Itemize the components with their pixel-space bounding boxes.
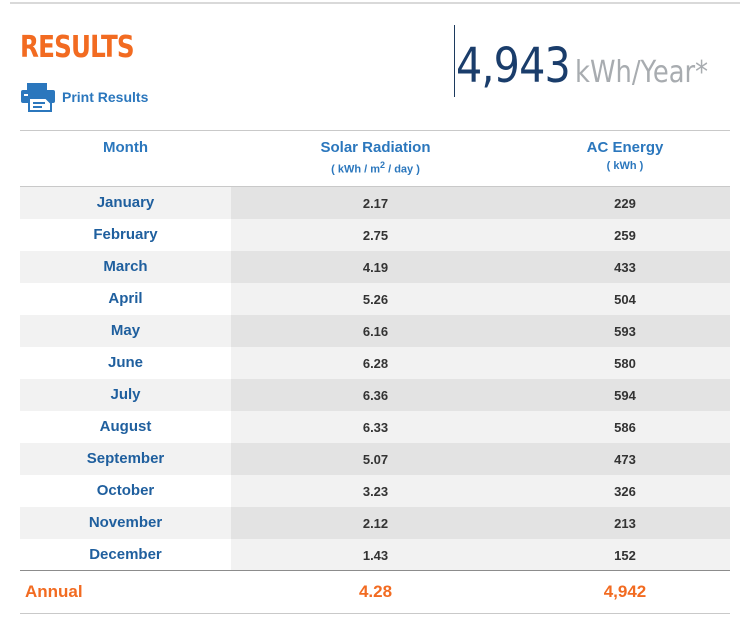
ac-energy-cell: 473 [520,442,730,475]
annual-label: Annual [25,582,83,601]
ac-energy-cell: 213 [520,506,730,539]
printer-icon [21,83,55,112]
solar-radiation-cell: 2.75 [231,218,520,251]
column-header-label: AC Energy [586,139,664,156]
annual-energy-value: 4,943 [456,38,571,94]
unit-part: ( kWh / m [331,163,381,176]
unit-part: / day ) [385,163,420,176]
column-header-unit: ( kWh / m2 / day ) [232,160,519,176]
ac-energy-cell: 593 [520,314,730,347]
solar-radiation-cell: 5.26 [231,282,520,315]
month-cell: January [20,186,231,219]
results-table: Month Solar Radiation ( kWh / m2 / day )… [20,130,730,614]
table-row: April 5.26 504 [20,282,730,315]
month-cell: March [20,250,231,283]
print-results-label: Print Results [62,89,149,105]
ac-energy-cell: 504 [520,282,730,315]
column-header-label: Solar Radiation [320,139,431,156]
table-row: October 3.23 326 [20,474,730,507]
column-header-ac-energy: AC Energy ( kWh ) [520,131,730,187]
ac-energy-cell: 433 [520,250,730,283]
solar-radiation-cell: 5.07 [231,442,520,475]
page-title: RESULTS [20,30,135,65]
month-cell: April [20,282,231,315]
table-row: June 6.28 580 [20,346,730,379]
ac-energy-cell: 259 [520,218,730,251]
month-cell: February [20,218,231,251]
month-cell: May [20,314,231,347]
table-row: August 6.33 586 [20,410,730,443]
solar-radiation-cell: 3.23 [231,474,520,507]
annual-energy-summary: 4,943 kWh/Year* [456,38,708,94]
month-cell: July [20,378,231,411]
month-cell: June [20,346,231,379]
solar-radiation-cell: 6.28 [231,346,520,379]
ac-energy-cell: 580 [520,346,730,379]
table-row: March 4.19 433 [20,250,730,283]
annual-solar-radiation: 4.28 [358,582,393,601]
month-cell: October [20,474,231,507]
column-header-unit: ( kWh ) [606,160,644,172]
solar-radiation-cell: 2.17 [231,186,520,219]
month-cell: September [20,442,231,475]
ac-energy-cell: 152 [520,538,730,571]
solar-radiation-cell: 1.43 [231,538,520,571]
ac-energy-cell: 586 [520,410,730,443]
month-cell: November [20,506,231,539]
solar-radiation-cell: 2.12 [231,506,520,539]
ac-energy-cell: 326 [520,474,730,507]
solar-radiation-cell: 6.36 [231,378,520,411]
table-row: July 6.36 594 [20,378,730,411]
table-row: January 2.17 229 [20,186,730,219]
column-header-month: Month [20,131,231,187]
unit-superscript: 2 [380,160,386,170]
ac-energy-cell: 229 [520,186,730,219]
annual-energy-unit: kWh/Year* [575,55,709,90]
table-row: November 2.12 213 [20,506,730,539]
column-header-label: Month [103,139,148,156]
annual-row: Annual 4.28 4,942 [20,570,730,614]
solar-radiation-cell: 4.19 [231,250,520,283]
solar-radiation-cell: 6.16 [231,314,520,347]
table-row: May 6.16 593 [20,314,730,347]
print-results-link[interactable]: Print Results [20,82,148,112]
table-row: December 1.43 152 [20,538,730,571]
column-header-solar-radiation: Solar Radiation ( kWh / m2 / day ) [231,131,520,187]
table-row: September 5.07 473 [20,442,730,475]
table-row: February 2.75 259 [20,218,730,251]
table-header-row: Month Solar Radiation ( kWh / m2 / day )… [20,130,730,187]
ac-energy-cell: 594 [520,378,730,411]
month-cell: August [20,410,231,443]
top-divider [10,2,740,4]
annual-ac-energy: 4,942 [603,582,647,601]
month-cell: December [20,538,231,571]
summary-divider [454,25,455,97]
solar-radiation-cell: 6.33 [231,410,520,443]
